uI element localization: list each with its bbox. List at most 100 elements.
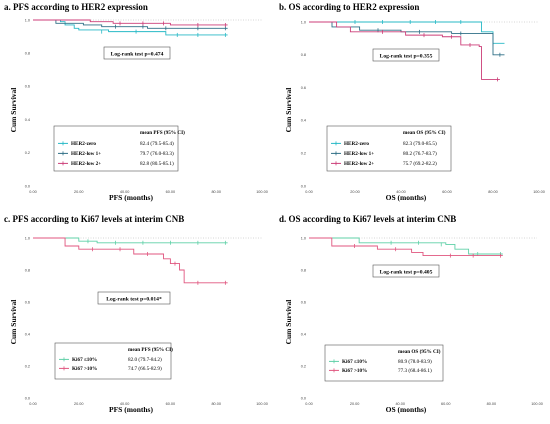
x-tick-label: 40.00 [120,402,130,406]
legend-header: mean OS (95% CI) [398,348,441,355]
y-tick-label: 0.4 [301,332,306,336]
legend-header: mean PFS (95% CI) [128,346,173,353]
km-plot-b: b. OS according to HER2 expression Cum S… [279,2,545,202]
x-axis-label: PFS (months) [109,405,153,414]
y-tick-label: 0.8 [25,268,30,272]
legend-label: HER2-low 1+ [344,151,374,157]
x-tick-label: 0.00 [29,402,36,406]
y-tick-label: 0.4 [25,332,30,336]
survival-curve [33,237,228,244]
logrank-box: Log-rank test p=0.405 [372,264,440,278]
y-tick-label: 0.0 [301,184,306,188]
x-tick-label: 60.00 [441,402,451,406]
x-tick-label: 60.00 [166,402,176,406]
chart-title: d. OS according to Ki67 levels at interi… [279,214,456,224]
plot-area: 0.0 0.2 0.4 0.6 0.8 1.0 0.00 20.00 40.00 60.00 80.… [25,236,268,406]
y-tick-label: 1.0 [301,20,306,24]
legend: mean OS (95% CI) HER2-zero 82.3 (79.0-85.… [326,125,452,172]
survival-curves [33,237,228,285]
survival-curve [309,21,500,80]
x-tick-label: 20.00 [74,402,84,406]
legend-value: 75.7 (69.2-82.2) [403,160,437,167]
y-tick-label: 0.4 [301,119,306,123]
legend: mean OS (95% CI) Ki67 ≤10% 80.9 (78.0-83.… [324,344,444,382]
y-axis-label: Cum Survival [284,88,293,133]
logrank-box: Log-rank test p=0.474 [103,46,171,60]
panel-d: d. OS according to Ki67 levels at interi… [275,212,550,424]
x-tick-label: 100.00 [256,190,268,194]
y-tick-label: 0.6 [25,300,30,304]
legend-value: 82.3 (79.0-85.5) [403,140,437,147]
y-tick-label: 0.6 [25,85,30,89]
x-tick-label: 80.00 [211,402,221,406]
legend: mean PFS (95% CI) Ki67 ≤10% 82.0 (79.7-84… [54,342,173,380]
legend-value: 79.7 (76.0-83.3) [140,150,174,157]
legend-label: HER2-low 2+ [344,161,374,167]
chart-title: b. OS according to HER2 expression [279,2,419,12]
legend-value: 80.9 (78.0-83.9) [398,358,432,365]
panel-a: a. PFS according to HER2 expression Cum … [0,0,275,212]
x-axis-label: OS (months) [386,193,427,202]
x-tick-label: 40.00 [120,190,130,194]
panel-c: c. PFS according to Ki67 levels at inter… [0,212,275,424]
y-axis-label: Cum Survival [9,300,18,345]
x-tick-label: 20.00 [74,190,84,194]
x-tick-label: 100.00 [256,402,268,406]
y-tick-label: 1.0 [25,236,30,240]
x-axis-label: PFS (months) [109,193,153,202]
logrank-text: Log-rank test p=0.405 [380,270,433,276]
y-tick-label: 0.6 [301,300,306,304]
y-tick-label: 0.0 [301,396,306,400]
x-axis-label: OS (months) [386,405,427,414]
x-tick-label: 100.00 [531,402,543,406]
y-tick-label: 0.8 [25,52,30,56]
x-tick-label: 80.00 [488,190,498,194]
survival-curve [309,21,505,44]
logrank-box: Log-rank test p=0.014* [97,291,171,305]
km-plot-c: c. PFS according to Ki67 levels at inter… [4,214,268,414]
x-tick-label: 40.00 [396,190,406,194]
survival-curve [309,237,503,255]
km-plot-d: d. OS according to Ki67 levels at interi… [279,214,543,414]
x-tick-label: 60.00 [442,190,452,194]
survival-curve [33,237,228,284]
x-tick-label: 20.00 [350,402,360,406]
legend-label: Ki67 >10% [342,368,367,374]
logrank-box: Log-rank test p=0.355 [372,48,440,62]
legend-header: mean OS (95% CI) [403,129,446,136]
logrank-text: Log-rank test p=0.474 [111,52,164,58]
survival-curves [33,19,228,37]
panel-b: b. OS according to HER2 expression Cum S… [275,0,550,212]
legend: mean PFS (95% CI) HER2-zero 82.4 (79.5-85… [53,125,185,172]
km-plot-a: a. PFS according to HER2 expression Cum … [4,2,268,202]
x-tick-label: 80.00 [211,190,221,194]
survival-curve [33,19,228,26]
y-tick-label: 0.0 [25,396,30,400]
legend-label: HER2-low 2+ [71,161,101,167]
y-tick-label: 0.0 [25,184,30,188]
y-tick-label: 1.0 [301,236,306,240]
survival-curve [309,21,505,56]
logrank-text: Log-rank test p=0.355 [380,54,433,60]
legend-value: 77.3 (68.4-86.1) [398,367,432,374]
x-tick-label: 0.00 [29,190,36,194]
legend-label: HER2-low 1+ [71,151,101,157]
y-tick-label: 0.8 [301,268,306,272]
legend-header: mean PFS (95% CI) [140,129,185,136]
legend-label: HER2-zero [71,141,96,147]
x-tick-label: 0.00 [305,190,312,194]
x-tick-label: 100.00 [533,190,545,194]
legend-label: Ki67 ≤10% [342,359,367,365]
legend-label: HER2-zero [344,141,369,147]
x-tick-label: 60.00 [166,190,176,194]
x-tick-label: 80.00 [487,402,497,406]
x-tick-label: 40.00 [395,402,405,406]
logrank-text: Log-rank test p=0.014* [106,297,162,303]
legend-value: 82.4 (79.5-85.4) [140,140,174,147]
y-axis-label: Cum Survival [284,300,293,345]
y-tick-label: 0.8 [301,53,306,57]
legend-value: 74.7 (66.5-82.9) [128,365,162,372]
survival-curve [33,19,228,29]
y-tick-label: 1.0 [25,18,30,22]
x-tick-label: 20.00 [350,190,360,194]
